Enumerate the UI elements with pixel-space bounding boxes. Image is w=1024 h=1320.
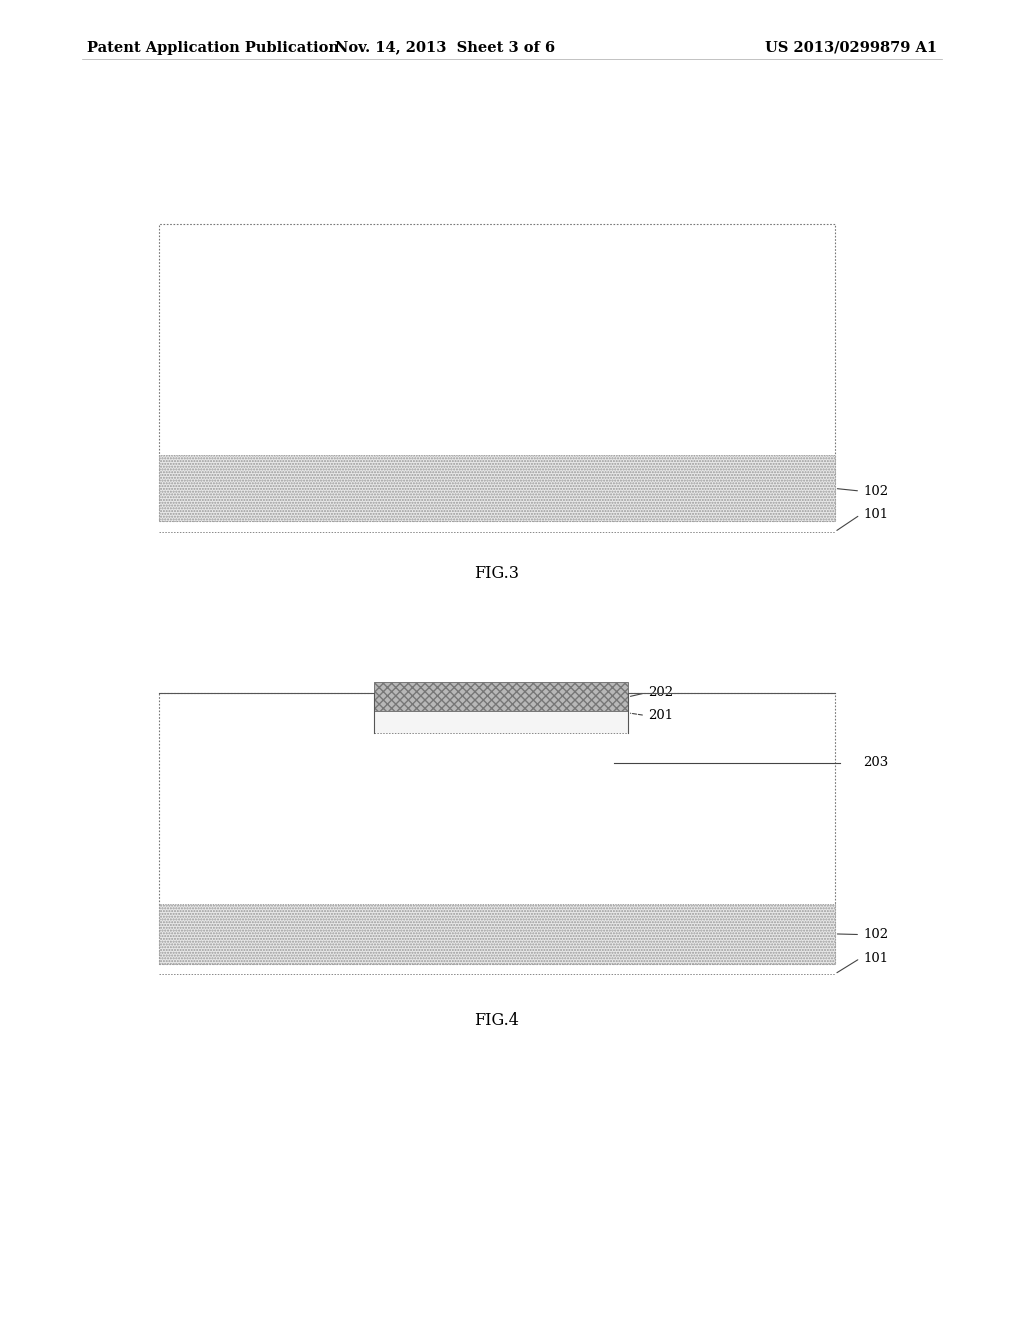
Text: 201: 201	[648, 709, 674, 722]
Bar	[159, 904, 835, 964]
Text: Nov. 14, 2013  Sheet 3 of 6: Nov. 14, 2013 Sheet 3 of 6	[336, 41, 555, 54]
Text: 102: 102	[863, 928, 889, 941]
Text: FIG.3: FIG.3	[474, 565, 519, 582]
Text: FIG.4: FIG.4	[474, 1012, 519, 1030]
Bar	[159, 224, 835, 521]
Text: 101: 101	[863, 952, 889, 965]
Text: 102: 102	[863, 484, 889, 498]
Text: US 2013/0299879 A1: US 2013/0299879 A1	[765, 41, 937, 54]
Bar	[159, 693, 835, 964]
Bar	[374, 682, 628, 711]
Text: 101: 101	[863, 508, 889, 521]
Bar	[159, 455, 835, 521]
Bar	[374, 693, 628, 733]
Text: 203: 203	[863, 756, 889, 770]
Text: Patent Application Publication: Patent Application Publication	[87, 41, 339, 54]
Text: 202: 202	[648, 686, 674, 700]
